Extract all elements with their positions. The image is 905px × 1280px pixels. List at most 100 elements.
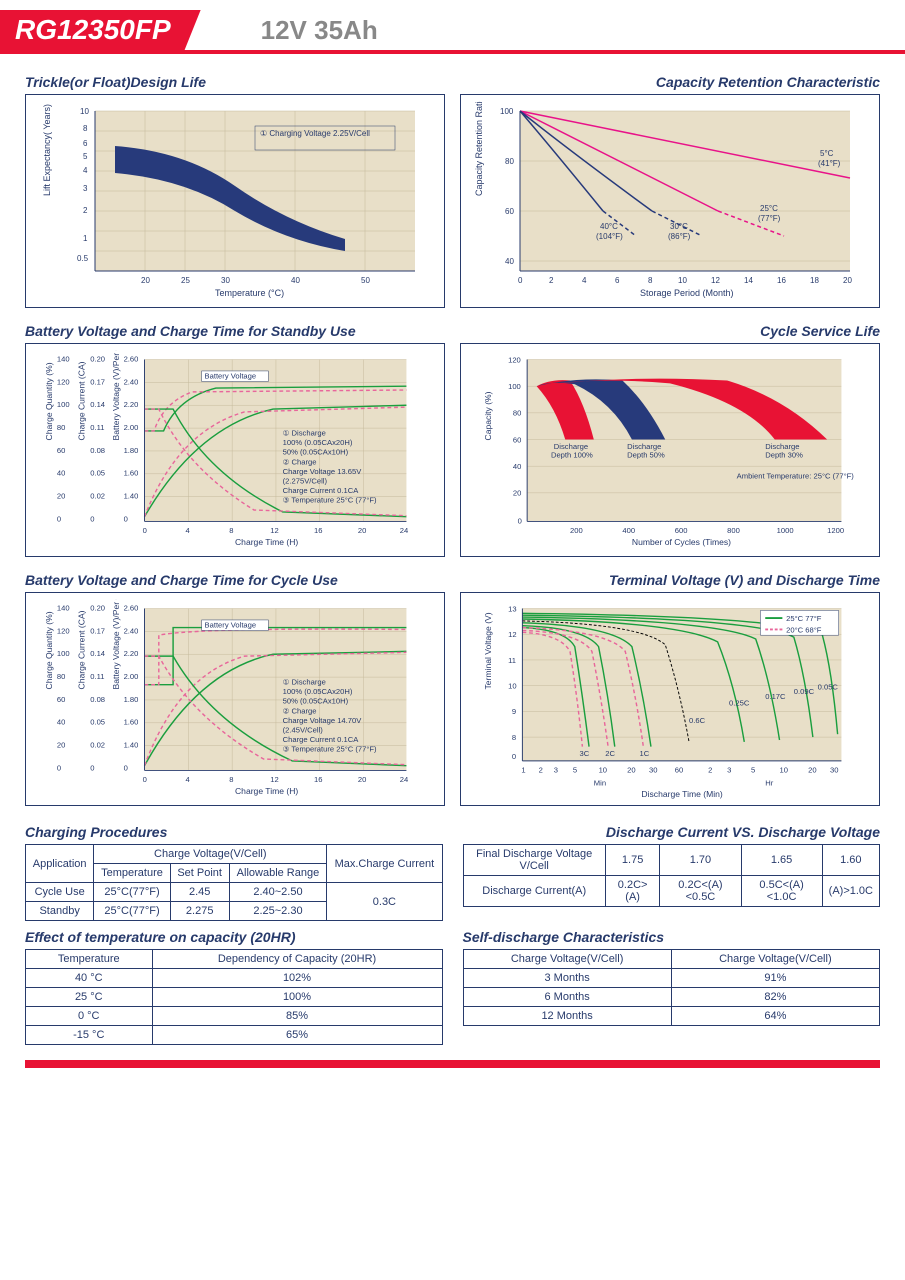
- svg-text:30°C: 30°C: [670, 222, 688, 231]
- svg-text:Lift Expectancy( Years): Lift Expectancy( Years): [42, 104, 52, 196]
- svg-text:6: 6: [83, 139, 88, 148]
- svg-text:80: 80: [513, 409, 521, 418]
- svg-text:60: 60: [505, 207, 514, 216]
- svg-text:Capacity (%): Capacity (%): [483, 391, 493, 440]
- svg-text:8: 8: [229, 775, 233, 784]
- svg-text:8: 8: [229, 526, 233, 535]
- table-charging: Charging Procedures ApplicationCharge Vo…: [25, 824, 443, 921]
- footer-bar: [25, 1060, 880, 1068]
- svg-text:140: 140: [57, 354, 70, 363]
- svg-text:60: 60: [513, 435, 521, 444]
- svg-text:40: 40: [513, 462, 521, 471]
- svg-text:0.20: 0.20: [90, 354, 105, 363]
- svg-text:10: 10: [678, 276, 687, 285]
- svg-text:Discharge Time (Min): Discharge Time (Min): [641, 789, 723, 799]
- svg-text:1C: 1C: [640, 749, 650, 758]
- svg-text:0.17C: 0.17C: [765, 692, 786, 701]
- svg-text:Charge Voltage 14.70V: Charge Voltage 14.70V: [283, 716, 363, 725]
- svg-text:Depth 50%: Depth 50%: [627, 451, 665, 460]
- svg-text:Capacity Retention Ratio (%): Capacity Retention Ratio (%): [474, 101, 484, 196]
- svg-text:20: 20: [808, 765, 816, 774]
- chart-title: Battery Voltage and Charge Time for Stan…: [25, 323, 445, 339]
- table-temp-effect: Effect of temperature on capacity (20HR)…: [25, 929, 443, 1045]
- svg-text:0: 0: [143, 526, 147, 535]
- svg-text:Charge Current (CA): Charge Current (CA): [77, 610, 87, 689]
- spec-text: 12V 35Ah: [261, 15, 378, 46]
- svg-text:100: 100: [57, 649, 70, 658]
- svg-text:Number of Cycles (Times): Number of Cycles (Times): [632, 537, 731, 547]
- svg-text:60: 60: [675, 765, 683, 774]
- svg-text:Battery Voltage: Battery Voltage: [205, 372, 257, 381]
- model-badge: RG12350FP: [0, 10, 201, 50]
- svg-text:16: 16: [314, 526, 322, 535]
- svg-text:200: 200: [570, 526, 583, 535]
- chart-retention: Capacity Retention Characteristic Capaci…: [460, 74, 880, 308]
- svg-text:3: 3: [83, 184, 88, 193]
- svg-text:12: 12: [711, 276, 720, 285]
- svg-text:12: 12: [508, 630, 516, 639]
- svg-text:40: 40: [57, 718, 65, 727]
- svg-text:100: 100: [57, 400, 70, 409]
- svg-text:1.40: 1.40: [124, 492, 139, 501]
- svg-text:0: 0: [143, 775, 147, 784]
- svg-text:Battery Voltage: Battery Voltage: [205, 621, 257, 630]
- svg-text:2: 2: [83, 206, 88, 215]
- chart-title: Battery Voltage and Charge Time for Cycl…: [25, 572, 445, 588]
- svg-text:100: 100: [500, 107, 514, 116]
- svg-text:80: 80: [57, 423, 65, 432]
- svg-text:0.09C: 0.09C: [794, 687, 815, 696]
- svg-text:100: 100: [508, 382, 521, 391]
- svg-text:2.20: 2.20: [124, 400, 139, 409]
- svg-text:4: 4: [185, 526, 190, 535]
- header: RG12350FP 12V 35Ah: [0, 10, 905, 54]
- svg-text:(2.275V/Cell): (2.275V/Cell): [283, 476, 328, 485]
- chart-title: Cycle Service Life: [460, 323, 880, 339]
- svg-text:40: 40: [291, 276, 300, 285]
- chart-trickle: Trickle(or Float)Design Life ① Charging …: [25, 74, 445, 308]
- svg-text:16: 16: [314, 775, 322, 784]
- svg-text:2.60: 2.60: [124, 603, 139, 612]
- svg-text:20: 20: [358, 775, 366, 784]
- svg-text:(104°F): (104°F): [596, 232, 623, 241]
- svg-text:Min: Min: [594, 779, 606, 788]
- svg-text:16: 16: [777, 276, 786, 285]
- svg-text:Battery Voltage (V)/Per Cell: Battery Voltage (V)/Per Cell: [111, 599, 121, 689]
- svg-text:5: 5: [573, 765, 577, 774]
- svg-text:(2.45V/Cell): (2.45V/Cell): [283, 725, 324, 734]
- svg-text:Storage Period (Month): Storage Period (Month): [640, 288, 734, 298]
- svg-text:Charge Time (H): Charge Time (H): [235, 786, 298, 796]
- svg-text:2.40: 2.40: [124, 377, 139, 386]
- svg-text:2.60: 2.60: [124, 354, 139, 363]
- svg-text:20: 20: [141, 276, 150, 285]
- svg-text:40°C: 40°C: [600, 222, 618, 231]
- svg-text:0: 0: [57, 514, 61, 523]
- svg-text:1.60: 1.60: [124, 469, 139, 478]
- svg-text:80: 80: [57, 672, 65, 681]
- svg-text:24: 24: [400, 775, 409, 784]
- svg-text:Battery Voltage (V)/Per Cell: Battery Voltage (V)/Per Cell: [111, 350, 121, 440]
- svg-text:80: 80: [505, 157, 514, 166]
- svg-text:5°C: 5°C: [820, 149, 834, 158]
- svg-text:30: 30: [830, 765, 838, 774]
- svg-text:5: 5: [751, 765, 755, 774]
- svg-text:(86°F): (86°F): [668, 232, 691, 241]
- svg-text:Depth 30%: Depth 30%: [765, 451, 803, 460]
- svg-text:1.80: 1.80: [124, 695, 139, 704]
- svg-text:40: 40: [505, 257, 514, 266]
- svg-text:Terminal Voltage (V): Terminal Voltage (V): [483, 612, 493, 689]
- svg-text:18: 18: [810, 276, 819, 285]
- chart-title: Terminal Voltage (V) and Discharge Time: [460, 572, 880, 588]
- svg-text:Hr: Hr: [765, 779, 773, 788]
- svg-text:1: 1: [83, 234, 88, 243]
- svg-text:120: 120: [57, 377, 70, 386]
- svg-text:10: 10: [599, 765, 607, 774]
- svg-text:30: 30: [221, 276, 230, 285]
- svg-text:Ambient Temperature: 25°C (77°: Ambient Temperature: 25°C (77°F): [737, 472, 855, 481]
- svg-text:13: 13: [508, 604, 516, 613]
- svg-text:25°C: 25°C: [760, 204, 778, 213]
- svg-text:20: 20: [358, 526, 366, 535]
- svg-text:2: 2: [549, 276, 554, 285]
- svg-text:0.17: 0.17: [90, 626, 105, 635]
- svg-text:0.14: 0.14: [90, 649, 106, 658]
- chart-cycle-use: Battery Voltage and Charge Time for Cycl…: [25, 572, 445, 806]
